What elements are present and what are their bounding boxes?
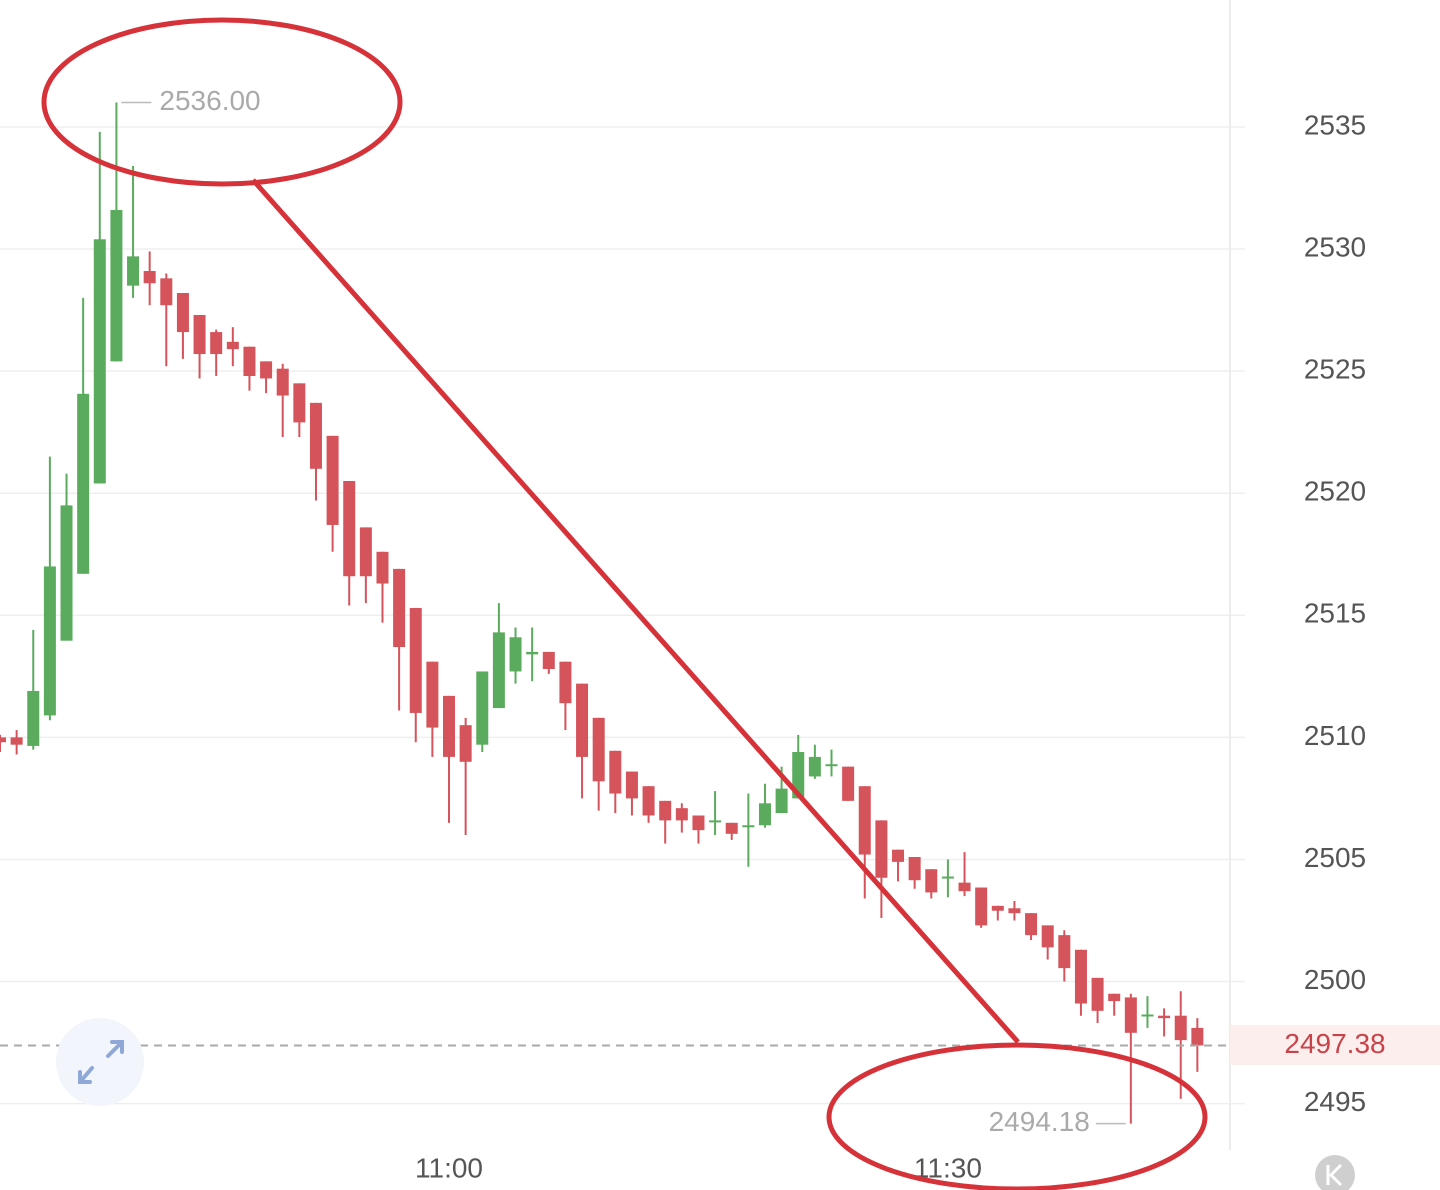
candle-body: [443, 695, 456, 757]
candle-body: [975, 887, 988, 926]
candle-body: [1041, 925, 1054, 948]
candle-body: [243, 346, 256, 377]
candle-body: [709, 820, 722, 823]
candle-body: [1158, 1015, 1171, 1019]
y-tick-label: 2530: [1304, 231, 1366, 262]
candle-body: [459, 725, 472, 762]
candle-body: [110, 209, 123, 362]
candle-body: [692, 815, 705, 831]
candle-body: [1141, 1014, 1154, 1017]
candle-body: [326, 435, 339, 525]
candle-body: [492, 632, 505, 709]
candle-body: [176, 292, 189, 333]
high-marker-label: 2536.00: [159, 85, 260, 116]
candle-body: [825, 764, 838, 767]
candle-body: [775, 788, 788, 814]
annotation-ellipse: [826, 1042, 1208, 1190]
candle-body: [1074, 949, 1087, 1004]
candle-body: [892, 849, 905, 862]
candles: [0, 102, 1204, 1124]
y-tick-label: 2515: [1304, 598, 1366, 629]
y-tick-label: 2520: [1304, 476, 1366, 507]
grid: [0, 126, 1245, 1105]
candle-body: [10, 737, 23, 745]
candle-body: [0, 737, 6, 743]
candle-body: [642, 786, 655, 816]
candle-body: [93, 239, 106, 484]
candle-body: [526, 651, 539, 655]
candle-body: [509, 637, 522, 672]
last-price-box: [1230, 1025, 1440, 1065]
candle-body: [293, 383, 306, 423]
candle-body: [592, 717, 605, 782]
candle-body: [908, 857, 921, 881]
candle-body: [1191, 1027, 1204, 1046]
candle-body: [143, 271, 156, 284]
candle-body: [1025, 913, 1038, 936]
candle-body: [210, 332, 223, 355]
candle-body: [659, 800, 672, 821]
annotation-ellipse: [41, 17, 403, 187]
candle-body: [1091, 977, 1104, 1011]
collapse-button[interactable]: [1315, 1155, 1355, 1190]
candle-body: [276, 368, 289, 396]
candle-body: [476, 671, 489, 745]
y-tick-label: 2505: [1304, 842, 1366, 873]
candle-body: [858, 786, 871, 855]
candle-body: [1174, 1015, 1187, 1041]
candle-body: [409, 607, 422, 713]
candle-body: [1008, 908, 1021, 914]
y-tick-label: 2510: [1304, 720, 1366, 751]
annotation-line: [251, 178, 1020, 1044]
candle-body: [1108, 993, 1121, 1002]
candle-body: [725, 822, 738, 834]
candle-body: [576, 683, 589, 757]
candle-body: [43, 566, 56, 716]
candle-body: [27, 690, 40, 746]
candle-body: [925, 869, 938, 893]
candle-body: [1058, 935, 1071, 969]
candle-body: [875, 820, 888, 878]
candle-body: [1124, 997, 1137, 1033]
candle-body: [842, 766, 855, 801]
candle-body: [393, 568, 406, 648]
candle-body: [127, 256, 140, 286]
candle-body: [426, 661, 439, 728]
expand-button[interactable]: [56, 1018, 144, 1106]
candle-body: [226, 341, 239, 350]
candle-body: [941, 876, 954, 879]
y-tick-label: 2535: [1304, 109, 1366, 140]
candle-body: [376, 551, 389, 584]
candle-body: [792, 752, 805, 799]
candle-body: [359, 527, 372, 577]
y-tick-label: 2500: [1304, 964, 1366, 995]
y-tick-label: 2495: [1304, 1086, 1366, 1117]
x-tick-label: 11:00: [415, 1152, 483, 1183]
candle-body: [542, 651, 555, 670]
candle-body: [343, 480, 356, 577]
candle-body: [77, 393, 90, 574]
candle-body: [808, 756, 821, 777]
candle-body: [609, 750, 622, 794]
candle-body: [160, 278, 173, 306]
candle-body: [309, 402, 322, 469]
candle-body: [675, 808, 688, 821]
candle-body: [260, 361, 273, 379]
candle-body: [193, 314, 206, 355]
last-price-label: 2497.38: [1284, 1028, 1385, 1059]
candle-body: [758, 803, 771, 826]
low-marker-label: 2494.18: [989, 1106, 1090, 1137]
candle-body: [958, 882, 971, 892]
candle-body: [991, 905, 1004, 911]
candle-body: [625, 771, 638, 799]
candle-body: [742, 825, 755, 828]
candle-body: [559, 661, 572, 704]
y-tick-label: 2525: [1304, 354, 1366, 385]
candle-body: [60, 505, 73, 641]
